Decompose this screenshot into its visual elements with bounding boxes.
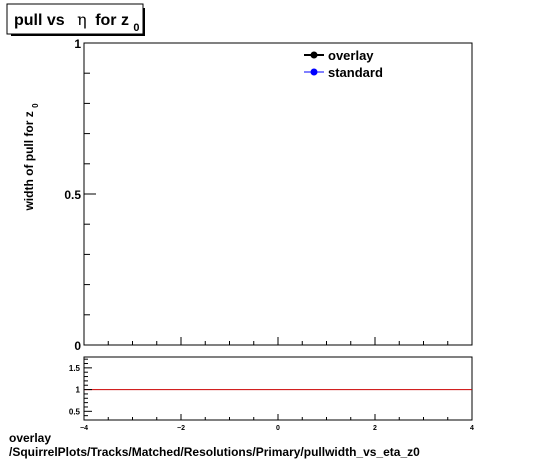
main-y-ticks: 00.51 bbox=[64, 37, 96, 353]
main-y-tick-label: 0.5 bbox=[64, 188, 81, 202]
legend: overlay standard bbox=[304, 48, 383, 80]
legend-entry: standard bbox=[304, 65, 383, 80]
main-frame bbox=[83, 42, 473, 346]
legend-entry: overlay bbox=[304, 48, 374, 63]
ratio-x-tick-label: −2 bbox=[177, 425, 185, 432]
legend-label: standard bbox=[328, 65, 383, 80]
title-for-z: for z bbox=[95, 12, 129, 29]
title-prefix: pull vs bbox=[14, 12, 65, 29]
ratio-panel: 0.5 1 1.5 −4 −2 0 2 4 bbox=[69, 356, 474, 432]
ratio-x-tick-label: 2 bbox=[373, 425, 377, 432]
y-axis-label-group: width of pull for z 0 bbox=[22, 103, 40, 212]
main-x-ticks bbox=[83, 337, 473, 345]
ratio-y-tick-label: 0.5 bbox=[69, 407, 81, 416]
legend-marker bbox=[310, 51, 318, 59]
ratio-frame bbox=[83, 356, 473, 421]
ratio-y-tick-label: 1.5 bbox=[69, 364, 81, 373]
title-subscript: 0 bbox=[133, 22, 139, 34]
title-box: pull vs η for z 0 bbox=[6, 3, 145, 36]
legend-label: overlay bbox=[328, 48, 374, 63]
ratio-x-tick-label: 4 bbox=[470, 425, 474, 432]
svg-text:pull vs η for z: pull vs η for z 0 bbox=[14, 10, 140, 34]
title-eta: η bbox=[77, 10, 87, 29]
y-axis-label: width of pull for z bbox=[22, 111, 36, 211]
ratio-y-tick-label: 1 bbox=[76, 386, 81, 395]
svg-text:width of pull for z 0: width of pull for z 0 bbox=[22, 103, 40, 212]
main-y-tick-label: 0 bbox=[74, 339, 81, 353]
legend-marker bbox=[310, 68, 318, 76]
ratio-x-ticks: −4 −2 0 2 4 bbox=[80, 414, 474, 432]
ratio-y-ticks: 0.5 1 1.5 bbox=[69, 358, 92, 416]
footer-line-1: overlay bbox=[9, 431, 51, 445]
y-axis-label-subscript: 0 bbox=[31, 103, 40, 108]
ratio-x-tick-label: 0 bbox=[276, 425, 280, 432]
main-y-tick-label: 1 bbox=[74, 37, 81, 51]
footer-line-2: /SquirrelPlots/Tracks/Matched/Resolution… bbox=[9, 445, 420, 459]
ratio-x-tick-label: −4 bbox=[80, 425, 88, 432]
